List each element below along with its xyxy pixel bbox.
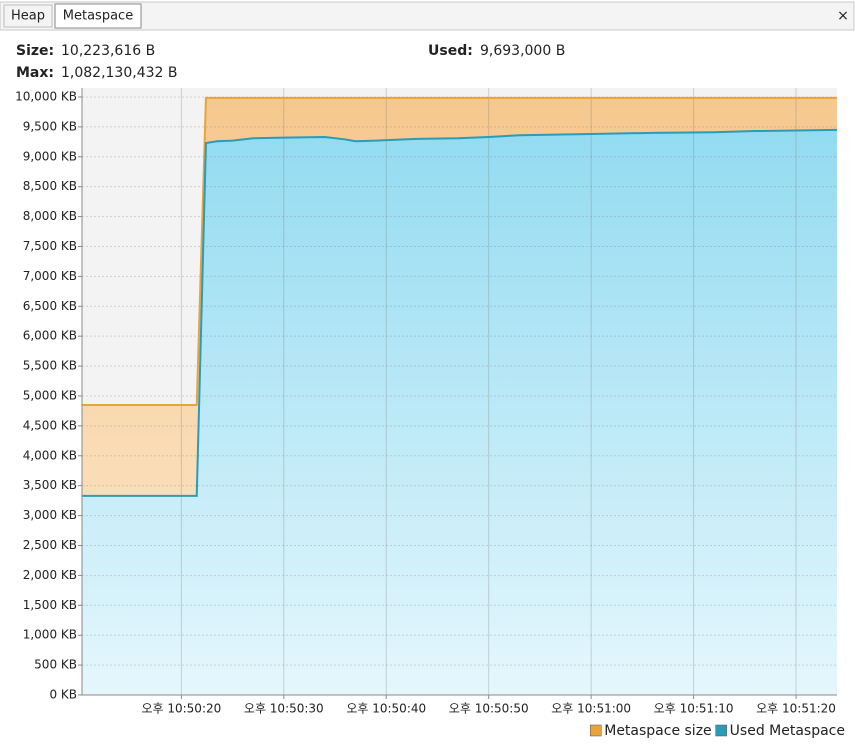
tab-label[interactable]: Metaspace: [63, 9, 133, 24]
info-value: 1,082,130,432 B: [61, 65, 177, 81]
y-tick-label: 1,000 KB: [23, 628, 77, 642]
y-tick-label: 8,500 KB: [23, 179, 77, 193]
info-label: Used:: [428, 43, 473, 59]
y-tick-label: 3,500 KB: [23, 478, 77, 492]
y-tick-label: 3,000 KB: [23, 508, 77, 522]
tab-bar: [0, 1, 855, 31]
tab-selected[interactable]: [54, 3, 142, 29]
y-tick-label: 5,500 KB: [23, 359, 77, 373]
close-button[interactable]: ×: [837, 8, 849, 24]
y-tick-label: 8,000 KB: [23, 209, 77, 223]
y-tick-label: 5,000 KB: [23, 388, 77, 402]
y-tick-label: 1,500 KB: [23, 598, 77, 612]
y-tick-label: 2,500 KB: [23, 538, 77, 552]
legend-label: Used Metaspace: [730, 723, 845, 739]
info-label: Size:: [16, 43, 54, 59]
series-line: [82, 96, 837, 406]
x-tick-label: 오후 10:50:30: [244, 702, 324, 716]
legend-label: Metaspace size: [604, 723, 711, 739]
info-value: 10,223,616 B: [61, 43, 155, 59]
y-tick-label: 7,500 KB: [23, 239, 77, 253]
y-tick-label: 9,000 KB: [23, 149, 77, 163]
y-tick-label: 0 KB: [49, 688, 77, 702]
y-tick-label: 6,500 KB: [23, 299, 77, 313]
y-tick-label: 9,500 KB: [23, 119, 77, 133]
info-label: Max:: [16, 65, 54, 81]
series-line: [82, 128, 838, 497]
x-tick-label: 오후 10:50:40: [346, 702, 426, 716]
y-tick-label: 6,000 KB: [23, 329, 77, 343]
area: [82, 129, 837, 696]
x-tick-label: 오후 10:51:20: [756, 702, 836, 716]
y-tick-label: 500 KB: [34, 658, 77, 672]
tab[interactable]: [3, 4, 53, 28]
legend-swatch: [715, 724, 727, 737]
y-tick-label: 4,000 KB: [23, 448, 77, 462]
y-tick-label: 7,000 KB: [23, 269, 77, 283]
y-tick-label: 4,500 KB: [23, 418, 77, 432]
y-tick-label: 2,000 KB: [23, 568, 77, 582]
x-tick-label: 오후 10:51:10: [654, 702, 734, 716]
info-value: 9,693,000 B: [480, 43, 565, 59]
legend-swatch: [589, 724, 602, 737]
x-tick-label: 오후 10:50:20: [141, 702, 221, 716]
x-tick-label: 오후 10:51:00: [551, 702, 631, 716]
x-tick-label: 오후 10:50:50: [449, 702, 529, 716]
tab-label[interactable]: Heap: [11, 9, 45, 24]
y-tick-label: 10,000 KB: [15, 89, 77, 103]
